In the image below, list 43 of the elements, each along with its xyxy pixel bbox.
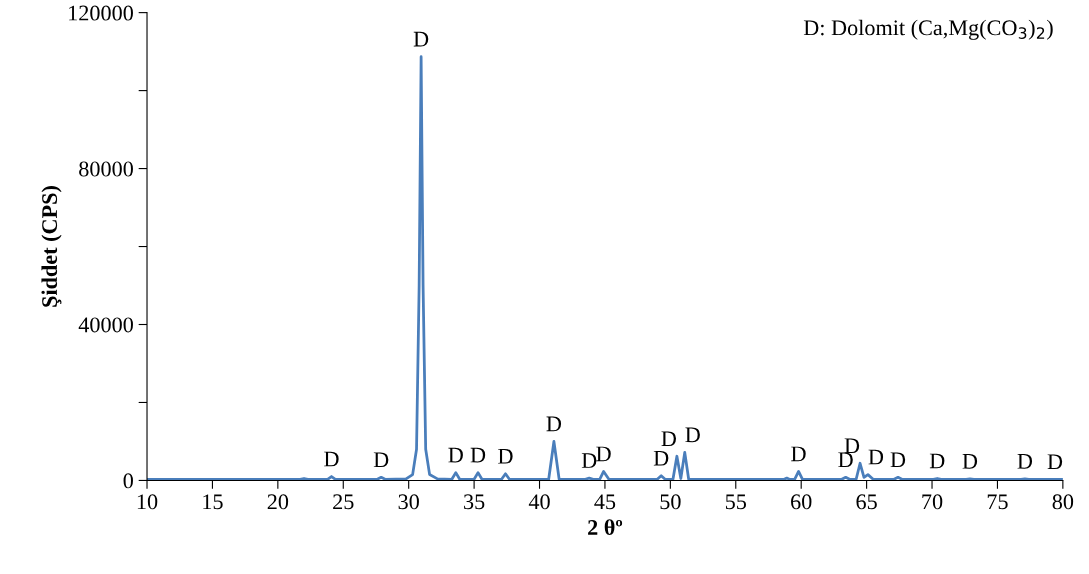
annotation: D: [1017, 454, 1033, 469]
annotation: D: [962, 454, 978, 469]
annotation: D: [653, 450, 669, 466]
x-tick-label: 55: [725, 494, 747, 510]
x-tick-label: 60: [791, 494, 812, 510]
y-axis-title: Şiddet (CPS): [41, 186, 62, 307]
annotation: D: [448, 447, 463, 463]
x-tick-label: 75: [987, 494, 1008, 510]
annotation: D: [844, 438, 860, 454]
annotation: D: [838, 452, 853, 468]
annotation: D: [661, 431, 677, 447]
x-tick-label: 40: [528, 494, 550, 510]
annotation: D: [581, 453, 597, 468]
x-tick-label: 65: [856, 494, 877, 510]
annotation: D: [791, 446, 806, 462]
annotation: D: [324, 451, 339, 467]
y-tick-label: 0: [123, 473, 133, 489]
x-tick-label: 30: [398, 494, 419, 510]
x-tick-label: 20: [267, 494, 289, 510]
x-tick-label: 25: [333, 494, 354, 510]
annotation: D: [373, 452, 389, 468]
annotation: D: [498, 448, 513, 464]
annotation: D: [868, 449, 884, 465]
annotation: D: [1047, 454, 1063, 470]
y-tick-label: 120000: [69, 5, 133, 21]
y-tick-label: 40000: [78, 317, 133, 333]
annotation: D: [546, 416, 562, 432]
annotation: D: [413, 31, 429, 47]
x-tick-label: 35: [464, 494, 485, 510]
x-tick-label: 50: [660, 494, 681, 510]
x-tick-label: 70: [922, 494, 943, 510]
y-tick-label: 80000: [79, 161, 133, 177]
annotation: D: [685, 427, 700, 443]
x-tick-label: 80: [1052, 494, 1074, 510]
annotation: D: Dolomit (Ca,Mg(CO$_{3}$)$_{2}$): [803, 19, 1053, 40]
x-tick-label: 45: [594, 494, 616, 510]
x-tick-label: 10: [137, 494, 158, 510]
annotation: D: [596, 446, 611, 462]
annotation: D: [929, 453, 945, 469]
annotation: D: [890, 452, 906, 468]
x-tick-label: 15: [203, 494, 223, 510]
x-axis-title: 2 θº: [588, 519, 623, 535]
annotation: D: [470, 447, 486, 463]
